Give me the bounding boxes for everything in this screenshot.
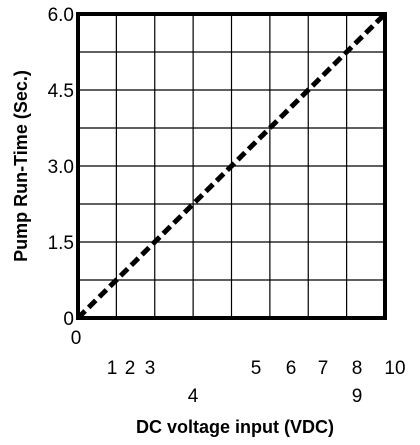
x-tick-labels: 0 1 2 3 4 5 6 7 8 9 10 bbox=[71, 328, 406, 407]
x-tick-label: 4 bbox=[188, 386, 199, 407]
x-tick-label: 0 bbox=[71, 328, 82, 349]
x-tick-label: 6 bbox=[286, 358, 297, 379]
y-tick-labels: 0 1.5 3.0 4.5 6.0 bbox=[48, 5, 74, 330]
x-tick-label: 7 bbox=[318, 358, 329, 379]
x-tick-label: 8 bbox=[352, 358, 363, 379]
x-tick-label: 9 bbox=[352, 386, 363, 407]
plot-frame bbox=[76, 12, 387, 320]
x-tick-label: 1 bbox=[107, 358, 118, 379]
x-axis-title: DC voltage input (VDC) bbox=[136, 417, 334, 437]
y-tick-label: 0 bbox=[63, 309, 74, 330]
x-tick-label: 5 bbox=[251, 358, 262, 379]
grid bbox=[78, 14, 385, 318]
series-line bbox=[76, 12, 387, 320]
x-tick-label: 2 bbox=[125, 358, 136, 379]
x-tick-label: 3 bbox=[145, 358, 156, 379]
x-tick-label: 10 bbox=[384, 358, 405, 379]
y-tick-label: 4.5 bbox=[48, 81, 74, 102]
y-tick-label: 1.5 bbox=[48, 233, 74, 254]
series-layer bbox=[76, 12, 387, 320]
y-tick-label: 3.0 bbox=[48, 157, 74, 178]
y-axis-title: Pump Run-Time (Sec.) bbox=[11, 70, 31, 262]
y-tick-label: 6.0 bbox=[48, 5, 74, 26]
